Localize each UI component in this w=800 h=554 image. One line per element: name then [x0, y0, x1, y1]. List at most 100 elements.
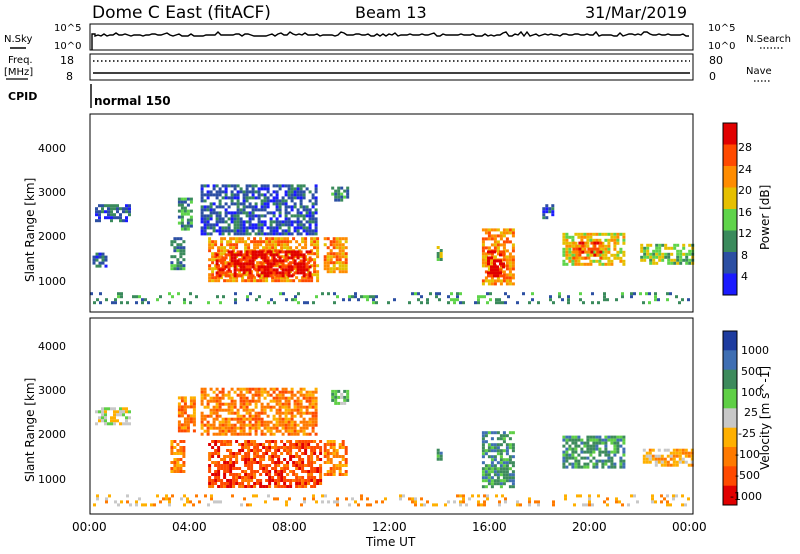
power-cell	[622, 253, 626, 257]
velocity-cell	[203, 414, 207, 418]
power-cell	[239, 187, 243, 191]
power-cell	[649, 258, 653, 262]
velocity-cell	[281, 420, 285, 424]
power-cell	[110, 219, 113, 223]
power-cell	[643, 255, 647, 259]
velocity-cell	[298, 458, 302, 461]
velocity-cell	[274, 482, 278, 485]
power-cell	[302, 262, 306, 266]
velocity-cell	[585, 503, 588, 507]
power-cell	[272, 196, 276, 200]
velocity-cell	[254, 429, 258, 433]
power-cell	[633, 292, 636, 296]
velocity-cell	[244, 464, 248, 467]
power-cell	[269, 211, 273, 215]
power-cell	[313, 267, 317, 271]
velocity-cell	[651, 494, 654, 498]
power-cell	[456, 295, 459, 299]
power-cell	[499, 271, 502, 275]
power-cell	[311, 214, 315, 218]
velocity-cell	[278, 396, 282, 400]
power-cell	[290, 187, 294, 191]
velocity-cell	[176, 452, 180, 455]
velocity-cell	[493, 443, 497, 447]
velocity-cell	[493, 473, 497, 477]
power-cell	[221, 268, 225, 272]
velocity-cell	[177, 396, 181, 400]
power-cell	[496, 234, 500, 238]
velocity-cell	[182, 455, 186, 458]
power-cell	[307, 252, 311, 256]
velocity-cell	[251, 417, 255, 421]
power-cell	[311, 217, 315, 221]
power-cell	[311, 196, 315, 200]
power-cell	[531, 292, 534, 296]
velocity-cell	[305, 426, 309, 430]
power-cell	[346, 186, 350, 190]
velocity-cell	[607, 453, 611, 457]
velocity-cell	[610, 462, 614, 466]
power-cell	[211, 270, 215, 274]
velocity-cell	[313, 452, 317, 455]
power-cell	[180, 203, 184, 207]
power-cell	[256, 243, 260, 247]
power-cell	[299, 196, 303, 200]
power-cell	[658, 249, 662, 253]
velocity-cell	[168, 500, 171, 504]
power-cell	[508, 264, 512, 268]
velocity-cell	[564, 497, 567, 501]
power-cell	[511, 231, 515, 235]
velocity-cell	[552, 500, 555, 504]
power-cell	[179, 249, 183, 253]
power-cell	[248, 223, 252, 227]
power-cell	[232, 279, 236, 283]
power-cell	[281, 196, 285, 200]
velocity-cell	[622, 450, 626, 454]
velocity-cell	[324, 494, 327, 498]
velocity-cell	[249, 503, 252, 507]
power-cell	[176, 249, 180, 253]
power-cell	[420, 301, 423, 305]
power-cell	[290, 274, 294, 278]
power-cell	[414, 292, 417, 296]
power-cell	[496, 243, 500, 247]
velocity-cell	[331, 392, 335, 396]
velocity-cell	[229, 470, 233, 473]
power-cell	[257, 193, 261, 197]
velocity-cell	[260, 387, 264, 391]
power-cell	[183, 301, 186, 305]
power-cell	[481, 252, 485, 256]
power-cell	[344, 252, 348, 256]
velocity-cell	[296, 405, 300, 409]
power-cell	[299, 205, 303, 209]
velocity-cell	[298, 443, 302, 446]
velocity-cell	[312, 497, 315, 501]
velocity-cell	[493, 470, 497, 474]
velocity-cell	[341, 455, 345, 458]
power-cell	[266, 190, 270, 194]
power-cell	[308, 223, 312, 227]
power-cell	[277, 237, 281, 241]
power-cell	[230, 253, 234, 257]
power-cell	[236, 193, 240, 197]
power-cell	[584, 256, 588, 260]
velocity-cell	[274, 455, 278, 458]
power-cell	[278, 205, 282, 209]
velocity-cell	[311, 405, 315, 409]
power-cell	[248, 265, 252, 269]
velocity-cell	[117, 503, 120, 507]
velocity-cell	[244, 440, 248, 443]
power-cell	[293, 226, 297, 230]
velocity-cell	[183, 411, 187, 415]
velocity-cell	[239, 396, 243, 400]
velocity-cell	[411, 497, 414, 501]
power-cell	[592, 250, 596, 254]
velocity-cell	[235, 476, 239, 479]
velocity-cell	[607, 438, 611, 442]
power-cell	[487, 262, 490, 266]
velocity-cell	[589, 435, 593, 439]
power-cell	[247, 243, 251, 247]
velocity-cell	[221, 396, 225, 400]
power-cell	[597, 301, 600, 305]
power-cell	[493, 255, 497, 259]
